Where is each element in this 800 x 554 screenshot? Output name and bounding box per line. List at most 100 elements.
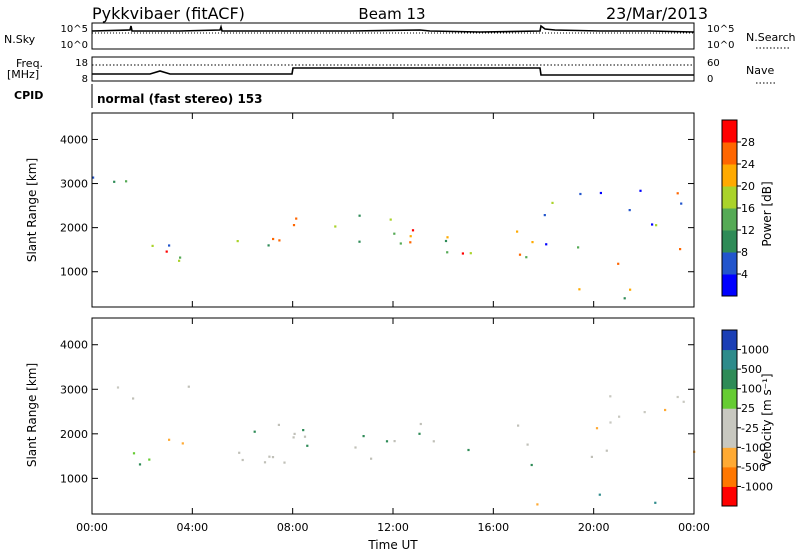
- nsearch-label: N.Search: [746, 31, 796, 44]
- date-title: 23/Mar/2013: [606, 4, 708, 23]
- scatter-cell: [362, 435, 365, 438]
- scatter-cell: [516, 230, 519, 233]
- y-tick-label-0: 1000: [60, 266, 88, 279]
- scatter-cell: [618, 415, 621, 418]
- scatter-cell: [595, 427, 599, 430]
- freq-tick-top: 18: [75, 58, 88, 69]
- colorbar-tick-label-1: 500: [741, 363, 762, 376]
- scatter-cell: [598, 493, 601, 496]
- scatter-cell: [393, 232, 396, 235]
- scatter-cell: [148, 458, 151, 461]
- colorbar-swatch-3: [722, 208, 737, 231]
- freq-label-2: [MHz]: [7, 68, 39, 81]
- colorbar-tick-label-4: -25: [741, 422, 759, 435]
- velocity-x-axis: 00:00 04:00 08:00 12:00 16:00 20:00 00:00: [76, 318, 710, 534]
- power-scatter-cells: [92, 176, 683, 300]
- y-tick-label-3: 4000: [60, 133, 88, 146]
- colorbar-swatch-2: [722, 447, 737, 468]
- scatter-cell: [664, 408, 667, 412]
- colorbar-swatch-0: [722, 274, 737, 297]
- scatter-cell: [241, 458, 244, 462]
- scatter-cell: [654, 501, 657, 504]
- freq-tick-bottom: 8: [82, 74, 88, 85]
- colorbar-tick-label-0: 4: [741, 268, 748, 281]
- scatter-cell: [526, 443, 529, 446]
- nsky-tick-top: 10^5: [61, 24, 88, 35]
- scatter-cell: [467, 448, 470, 452]
- scatter-cell: [545, 243, 548, 246]
- nave-tick-bottom: 0: [707, 74, 713, 85]
- scatter-cell: [292, 224, 296, 227]
- scatter-cell: [530, 463, 533, 467]
- colorbar-swatch-5: [722, 164, 737, 187]
- colorbar-swatch-7: [722, 120, 737, 143]
- x-tick-label-4: 16:00: [477, 521, 509, 534]
- scatter-cell: [132, 452, 136, 455]
- x-tick-label-1: 04:00: [176, 521, 208, 534]
- scatter-cell: [461, 252, 464, 255]
- scatter-cell: [187, 385, 190, 388]
- scatter-cell: [676, 192, 679, 195]
- scatter-cell: [628, 209, 631, 212]
- scatter-cell: [419, 422, 422, 426]
- scatter-cell: [138, 463, 142, 466]
- velocity-ylabel: Slant Range [km]: [25, 363, 39, 467]
- scatter-cell: [579, 192, 582, 196]
- freq-label-1: Freq.: [16, 57, 43, 70]
- scatter-cell: [263, 461, 267, 464]
- colorbar-tick-label-2: 12: [741, 224, 755, 237]
- scatter-cell: [577, 246, 580, 249]
- colorbar-swatch-4: [722, 408, 737, 429]
- scatter-cell: [267, 244, 270, 247]
- scatter-cell: [179, 256, 182, 259]
- velocity-y-axis: 1000 2000 3000 4000: [60, 339, 694, 485]
- scatter-cell: [543, 214, 546, 217]
- colorbar-tick-label-4: 20: [741, 180, 755, 193]
- x-tick-label-0: 00:00: [76, 521, 108, 534]
- scatter-cell: [116, 386, 120, 389]
- colorbar-tick-label-0: 1000: [741, 344, 769, 357]
- scatter-cell: [536, 503, 539, 506]
- velocity-cbar-label: Velocity [m s⁻¹]: [760, 373, 774, 466]
- y-tick-label-2: 3000: [60, 178, 88, 191]
- scatter-cell: [531, 241, 534, 244]
- colorbar-frame: [721, 329, 738, 507]
- colorbar-tick-label-5: -100: [741, 441, 766, 454]
- nsearch-tick-top: 10^5: [707, 24, 734, 35]
- scatter-cell: [680, 202, 683, 205]
- scatter-cell: [446, 236, 449, 239]
- colorbar-tick-label-7: -1000: [741, 480, 773, 493]
- scatter-cell: [639, 189, 642, 192]
- scatter-cell: [517, 424, 520, 427]
- nsky-label: N.Sky: [4, 33, 36, 46]
- nave-tick-top: 60: [707, 58, 720, 69]
- scatter-cell: [623, 297, 626, 300]
- colorbar-tick-label-2: 100: [741, 383, 762, 396]
- scatter-cell: [306, 444, 309, 447]
- scatter-cell: [469, 252, 472, 255]
- scatter-cell: [334, 225, 337, 228]
- scatter-cell: [293, 432, 296, 435]
- power-colorbar: 4 8 12 16 20 24 28: [721, 119, 755, 297]
- freq-trace: [92, 67, 694, 76]
- cpid-text: normal (fast stereo) 153: [97, 92, 263, 106]
- scatter-cell: [295, 217, 298, 220]
- y-tick-label-2: 3000: [60, 383, 88, 396]
- scatter-cell: [643, 411, 646, 414]
- scatter-cell: [385, 440, 389, 443]
- scatter-cell: [409, 235, 412, 238]
- scatter-cell: [358, 214, 361, 217]
- freq-panel: Freq. [MHz] 18 8 60 0 Nave: [7, 56, 775, 85]
- colorbar-swatch-8: [722, 330, 737, 351]
- y-tick-label-1: 2000: [60, 428, 88, 441]
- scatter-cell: [272, 237, 275, 241]
- scatter-cell: [113, 180, 116, 183]
- scatter-cell: [617, 262, 620, 265]
- time-xlabel: Time UT: [367, 538, 418, 552]
- y-tick-label-3: 4000: [60, 339, 88, 352]
- colorbar-swatch-7: [722, 349, 737, 370]
- cpid-label: CPID: [14, 89, 43, 102]
- y-tick-label-0: 1000: [60, 472, 88, 485]
- nsearch-tick-bottom: 10^0: [707, 40, 734, 51]
